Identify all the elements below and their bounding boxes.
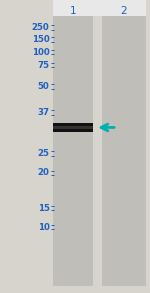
Text: 1: 1	[70, 6, 77, 16]
Bar	[53, 16, 93, 286]
Text: 10: 10	[38, 223, 50, 231]
Bar	[102, 16, 146, 286]
Text: 20: 20	[38, 168, 50, 177]
Text: 250: 250	[32, 23, 50, 32]
Text: 15: 15	[38, 204, 50, 212]
Text: 100: 100	[32, 48, 50, 57]
Text: 75: 75	[38, 61, 50, 69]
Bar	[53, 126, 93, 129]
Bar	[53, 0, 146, 16]
Text: 25: 25	[38, 149, 50, 158]
Text: 50: 50	[38, 82, 50, 91]
Text: 150: 150	[32, 35, 50, 44]
Text: 37: 37	[37, 108, 50, 117]
Bar	[53, 123, 93, 132]
Text: 2: 2	[120, 6, 127, 16]
